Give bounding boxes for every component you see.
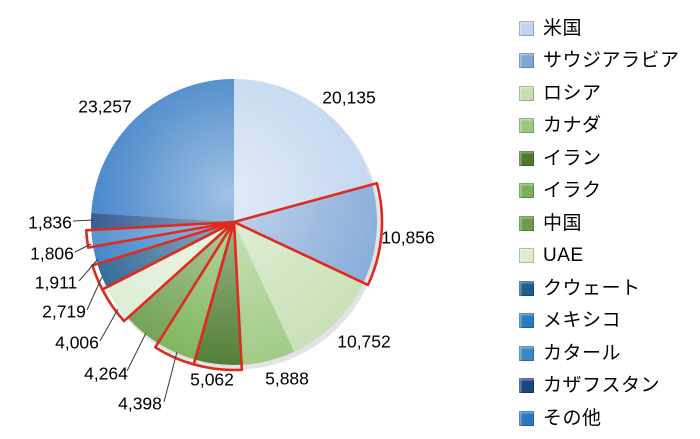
legend-item-china: 中国 bbox=[519, 207, 680, 240]
value-label-mexico: 1,911 bbox=[35, 272, 78, 292]
legend-swatch-saudi-arabia bbox=[519, 53, 534, 69]
legend-swatch-usa bbox=[519, 20, 534, 36]
legend-swatch-kuwait bbox=[519, 280, 534, 296]
value-label-china: 4,264 bbox=[84, 363, 128, 383]
legend-item-label: 米国 bbox=[543, 17, 583, 39]
legend-item-label: カザフスタン bbox=[543, 375, 661, 397]
legend-swatch-russia bbox=[519, 85, 534, 101]
value-label-iraq: 4,398 bbox=[118, 393, 162, 413]
legend-item-label: UAE bbox=[543, 245, 584, 267]
value-label-saudi-arabia: 10,856 bbox=[381, 227, 435, 247]
value-label-russia: 10,752 bbox=[337, 331, 391, 351]
legend-item-kuwait: クウェート bbox=[519, 272, 680, 305]
legend-item-usa: 米国 bbox=[519, 12, 680, 45]
legend-item-label: クウェート bbox=[543, 277, 641, 299]
legend-swatch-others bbox=[519, 410, 534, 426]
legend-item-label: イラン bbox=[543, 147, 602, 169]
legend-item-label: 中国 bbox=[543, 212, 583, 234]
legend-swatch-china bbox=[519, 215, 534, 231]
leader-lines bbox=[72, 219, 178, 403]
legend-swatch-iraq bbox=[519, 183, 534, 199]
legend-item-iraq: イラク bbox=[519, 175, 680, 208]
legend-item-russia: ロシア bbox=[519, 77, 680, 110]
legend-item-label: メキシコ bbox=[543, 310, 622, 332]
leader-line-iraq bbox=[163, 351, 178, 403]
legend: 米国サウジアラビア ロシアカナダイランイラク中国 UAE クウェートメキシコカタールカ… bbox=[519, 12, 680, 435]
highlight-outline-saudi-arabia bbox=[232, 181, 384, 287]
legend-item-label: その他 bbox=[543, 407, 602, 429]
highlight-outline-qatar bbox=[84, 220, 236, 249]
value-label-usa: 20,135 bbox=[322, 87, 376, 107]
value-label-kazakhstan: 1,836 bbox=[28, 212, 72, 232]
legend-item-uae: UAE bbox=[519, 240, 680, 273]
legend-swatch-uae bbox=[519, 248, 534, 264]
value-label-uae: 4,006 bbox=[55, 332, 99, 352]
legend-item-label: カタール bbox=[543, 342, 622, 364]
leader-line-kazakhstan bbox=[72, 219, 95, 222]
legend-item-label: ロシア bbox=[543, 82, 602, 104]
value-label-canada: 5,888 bbox=[265, 368, 309, 388]
legend-swatch-kazakhstan bbox=[519, 378, 534, 394]
value-label-kuwait: 2,719 bbox=[42, 301, 86, 321]
highlight-outline-iraq bbox=[154, 220, 236, 366]
value-labels: 20,135 10,856 10,752 5,888 5,062 4,398 4,264 4,… bbox=[28, 87, 435, 413]
legend-item-others: その他 bbox=[519, 402, 680, 435]
legend-item-label: カナダ bbox=[543, 115, 602, 137]
value-label-iran: 5,062 bbox=[190, 369, 234, 389]
legend-item-canada: カナダ bbox=[519, 110, 680, 143]
legend-item-iran: イラン bbox=[519, 142, 680, 175]
legend-item-qatar: カタール bbox=[519, 337, 680, 370]
legend-swatch-mexico bbox=[519, 313, 534, 329]
leader-line-uae bbox=[99, 308, 119, 342]
leader-line-china bbox=[126, 332, 147, 372]
legend-item-label: イラク bbox=[543, 180, 602, 202]
legend-swatch-qatar bbox=[519, 345, 534, 361]
value-label-others: 23,257 bbox=[78, 96, 132, 116]
legend-item-mexico: メキシコ bbox=[519, 305, 680, 338]
leader-line-qatar bbox=[74, 243, 92, 253]
legend-swatch-iran bbox=[519, 150, 534, 166]
legend-item-label: サウジアラビア bbox=[543, 50, 680, 72]
legend-item-kazakhstan: カザフスタン bbox=[519, 370, 680, 403]
leader-line-mexico bbox=[78, 258, 99, 282]
legend-item-saudi-arabia: サウジアラビア bbox=[519, 45, 680, 78]
value-label-qatar: 1,806 bbox=[30, 243, 74, 263]
legend-swatch-canada bbox=[519, 118, 534, 134]
leader-line-kuwait bbox=[86, 276, 103, 311]
